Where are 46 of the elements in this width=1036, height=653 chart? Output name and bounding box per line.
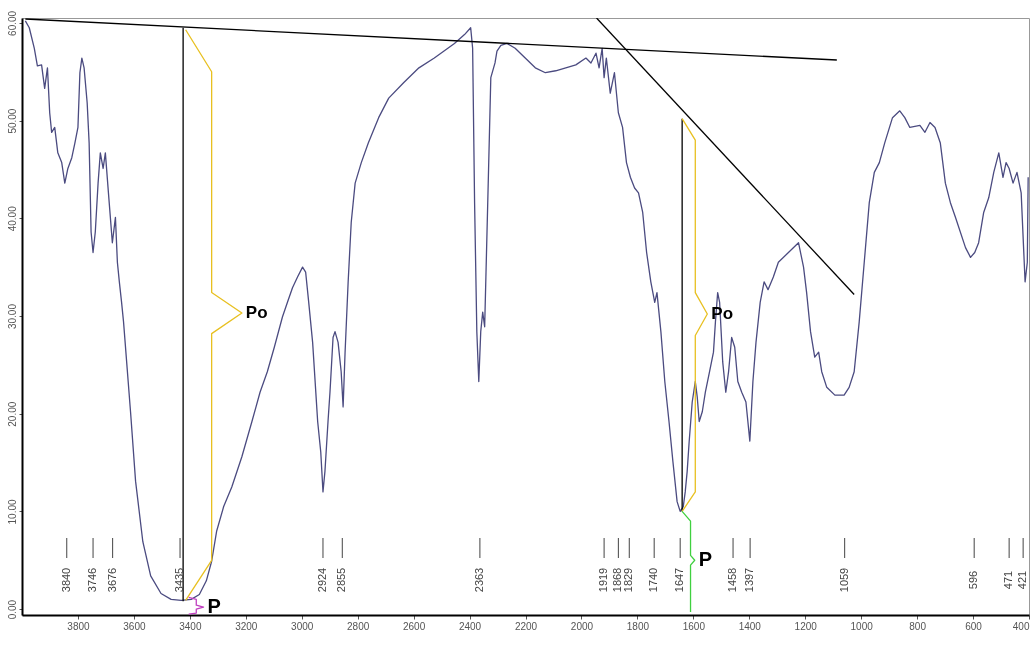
annotation: 1868: [611, 567, 624, 593]
annotation: 1397: [743, 567, 756, 593]
annotation: 421: [1016, 570, 1029, 590]
x-tick-label: 1000: [850, 620, 874, 632]
annotation: 1059: [837, 567, 850, 593]
annotation: 3676: [105, 567, 118, 593]
annotation: 3746: [86, 567, 99, 593]
x-tick-label: 1800: [626, 620, 650, 632]
annotation: P: [698, 548, 713, 571]
x-tick-label: 1200: [794, 620, 818, 632]
annotation: 1740: [647, 567, 660, 593]
x-tick-label: 3400: [179, 620, 202, 632]
annotation: P: [207, 595, 221, 618]
annotation: 1647: [673, 567, 686, 593]
annotation: 1919: [597, 567, 610, 593]
x-tick-label: 600: [965, 620, 983, 632]
x-tick-label: 2400: [458, 620, 482, 632]
x-tick-label: 3000: [291, 620, 314, 632]
annotation: 471: [1002, 570, 1015, 590]
y-tick-label: 10.00: [6, 498, 18, 525]
annotation: 2363: [472, 567, 485, 593]
annotation: 3840: [59, 567, 72, 593]
y-tick-label: 50.00: [6, 108, 18, 134]
x-tick-label: 2000: [570, 620, 594, 632]
y-tick-label: 20.00: [6, 401, 18, 427]
y-tick-label: 40.00: [6, 205, 18, 232]
y-tick-label: 60.00: [6, 10, 18, 36]
x-tick-label: 3200: [235, 620, 258, 632]
annotation: 1829: [622, 567, 635, 593]
x-tick-label: 2200: [514, 620, 538, 632]
x-tick-label: 2600: [402, 620, 426, 632]
annotation: 596: [967, 570, 980, 590]
x-tick-label: 3600: [123, 620, 146, 632]
annotation: 3435: [173, 567, 186, 593]
x-tick-label: 800: [909, 620, 927, 632]
annotation: 1458: [726, 567, 739, 593]
x-tick-label: 2800: [347, 620, 370, 632]
x-tick-label: 1400: [738, 620, 762, 632]
x-tick-label: 3800: [67, 620, 90, 632]
annotation: 2855: [335, 567, 348, 593]
y-tick-label: 30.00: [6, 303, 18, 330]
annotation: Po: [245, 303, 268, 323]
x-tick-label: 400: [1012, 620, 1030, 632]
y-tick-label: 0.00: [6, 599, 18, 620]
annotation: 2924: [315, 567, 328, 593]
x-tick-label: 1600: [682, 620, 706, 632]
